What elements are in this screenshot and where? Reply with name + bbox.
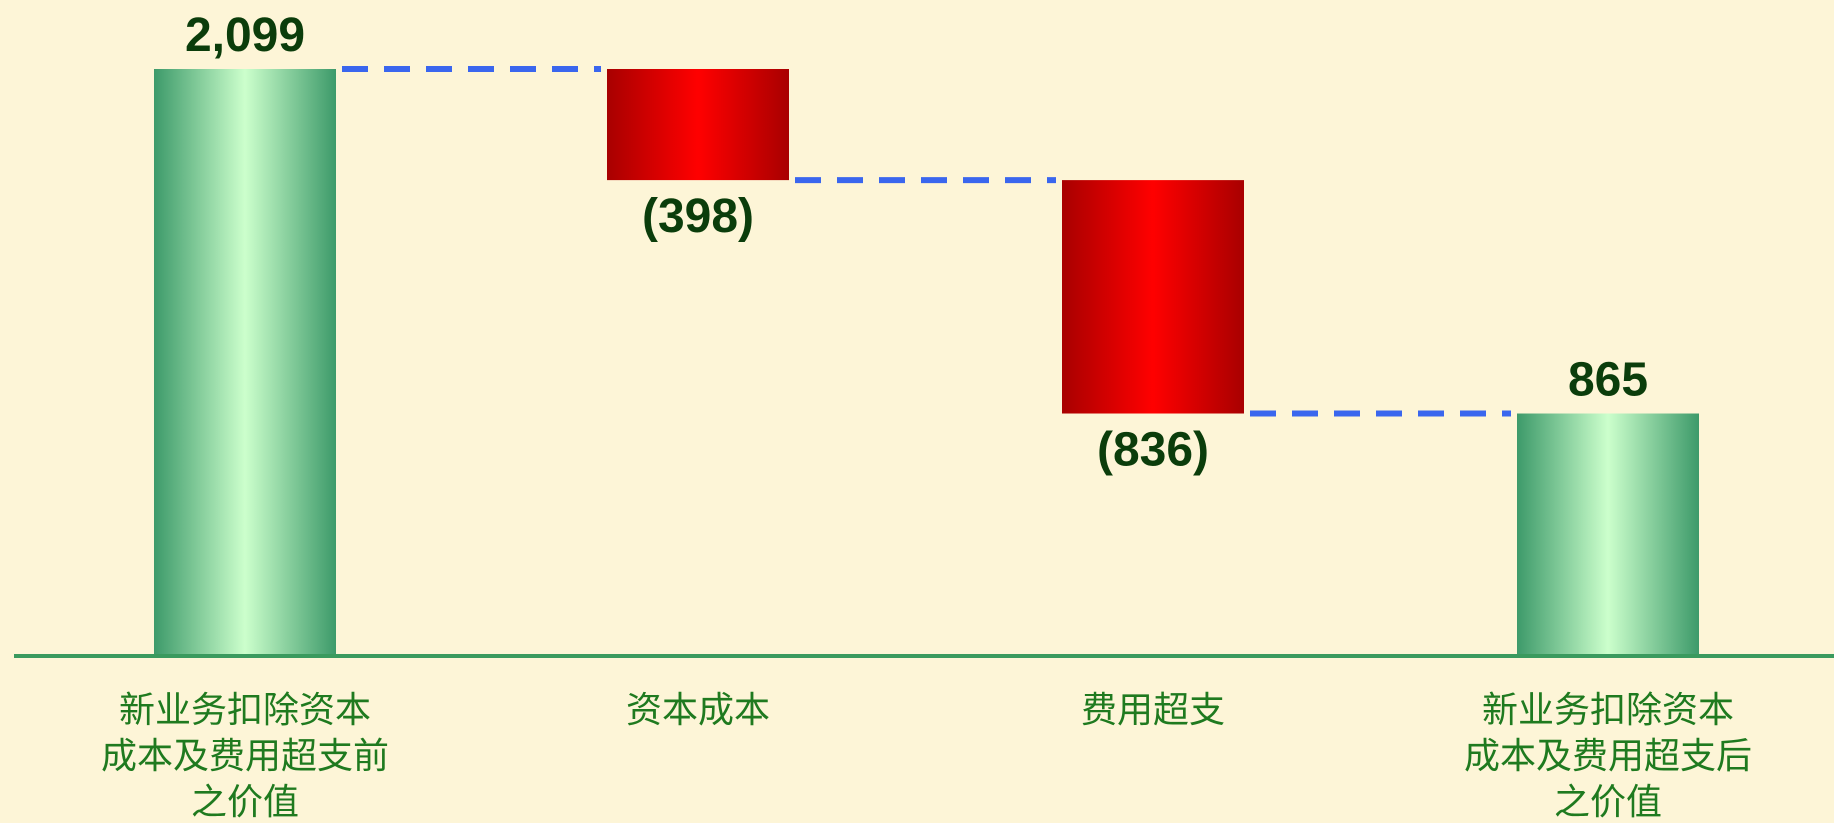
bar-4-total (1517, 413, 1699, 655)
value-label-layer: 2,099 (398) (836) 865 (185, 9, 1648, 477)
value-label-1: 2,099 (185, 9, 305, 62)
category-label-1-line-3: 之价值 (191, 782, 299, 823)
category-label-1: 新业务扣除资本成本及费用超支前之价值 (101, 690, 389, 823)
value-label-3: (836) (1097, 424, 1209, 477)
category-label-4: 新业务扣除资本成本及费用超支后之价值 (1464, 690, 1752, 823)
category-label-1-line-1: 新业务扣除资本 (119, 690, 371, 731)
category-label-3-line-1: 费用超支 (1081, 690, 1225, 731)
bar-3-decrease (1062, 180, 1244, 414)
bar-1-total (154, 69, 336, 655)
category-label-2-line-1: 资本成本 (626, 690, 770, 731)
bar-layer (154, 69, 1699, 655)
category-label-1-line-2: 成本及费用超支前 (101, 736, 389, 777)
value-label-4: 865 (1568, 354, 1648, 407)
category-label-3: 费用超支 (1081, 690, 1225, 731)
bar-2-decrease (607, 69, 789, 181)
category-label-4-line-2: 成本及费用超支后 (1464, 736, 1752, 777)
connector-layer (342, 66, 1511, 417)
category-label-4-line-1: 新业务扣除资本 (1482, 690, 1734, 731)
category-label-4-line-3: 之价值 (1554, 782, 1662, 823)
value-label-2: (398) (642, 190, 754, 243)
category-label-2: 资本成本 (626, 690, 770, 731)
